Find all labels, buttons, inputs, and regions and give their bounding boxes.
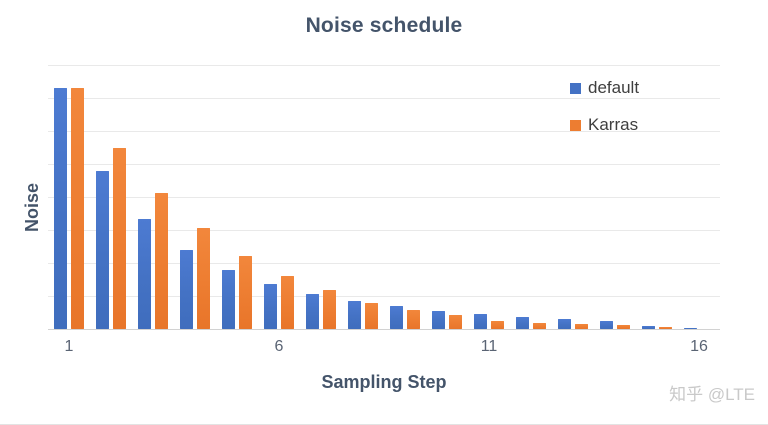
bar-Karras-step-9 — [407, 310, 420, 329]
bar-Karras-step-7 — [323, 290, 336, 329]
bar-default-step-15 — [642, 326, 655, 329]
legend: default Karras — [570, 77, 639, 151]
watermark: 知乎 @LTE — [669, 385, 755, 404]
x-tick-label-1: 1 — [64, 338, 74, 355]
bar-default-step-6 — [264, 284, 277, 329]
category-slot-3 — [132, 65, 174, 329]
bar-Karras-step-2 — [113, 147, 126, 329]
bar-Karras-step-10 — [449, 314, 462, 329]
bar-Karras-step-15 — [659, 327, 672, 329]
bar-default-step-1 — [54, 88, 67, 329]
bar-default-step-11 — [474, 313, 487, 329]
x-axis-label: Sampling Step — [321, 372, 447, 392]
legend-item-default[interactable]: default — [570, 77, 639, 99]
bar-default-step-14 — [600, 320, 613, 329]
bar-default-step-16 — [684, 328, 697, 329]
bar-default-step-10 — [432, 310, 445, 329]
bar-default-step-4 — [180, 249, 193, 329]
bar-default-step-2 — [96, 170, 109, 329]
category-slot-13 — [552, 65, 594, 329]
x-tick-label-11: 11 — [480, 338, 498, 355]
category-slot-8 — [342, 65, 384, 329]
category-slot-4 — [174, 65, 216, 329]
category-slot-7 — [300, 65, 342, 329]
category-slot-16 — [678, 65, 720, 329]
bar-Karras-step-13 — [575, 324, 588, 329]
gridline — [48, 98, 720, 99]
bar-Karras-step-6 — [281, 276, 294, 329]
bar-default-step-3 — [138, 219, 151, 329]
gridline — [48, 230, 720, 231]
x-axis-line — [48, 329, 720, 330]
gridline — [48, 164, 720, 165]
legend-label-karras: Karras — [588, 115, 639, 134]
gridline — [48, 296, 720, 297]
category-slot-12 — [510, 65, 552, 329]
plot-area — [48, 65, 720, 330]
category-slot-9 — [384, 65, 426, 329]
x-tick-label-6: 6 — [274, 338, 284, 355]
bar-Karras-step-12 — [533, 322, 546, 329]
category-slot-1 — [48, 65, 90, 329]
legend-swatch-default-icon — [570, 82, 581, 94]
legend-swatch-karras-icon — [570, 119, 581, 131]
bar-default-step-7 — [306, 293, 319, 329]
bar-slots — [48, 65, 720, 329]
bar-Karras-step-3 — [155, 192, 168, 329]
category-slot-5 — [216, 65, 258, 329]
category-slot-15 — [636, 65, 678, 329]
legend-item-karras[interactable]: Karras — [570, 114, 639, 136]
legend-label-default: default — [588, 78, 640, 97]
category-slot-10 — [426, 65, 468, 329]
bar-Karras-step-16 — [701, 328, 714, 329]
bar-Karras-step-5 — [239, 255, 252, 329]
bar-default-step-12 — [516, 317, 529, 329]
gridline — [48, 197, 720, 198]
bar-Karras-step-14 — [617, 325, 630, 329]
bar-default-step-5 — [222, 269, 235, 329]
category-slot-11 — [468, 65, 510, 329]
bar-Karras-step-1 — [71, 88, 84, 329]
gridline — [48, 263, 720, 264]
bar-default-step-9 — [390, 305, 403, 329]
y-axis-label: Noise — [22, 182, 43, 233]
category-slot-2 — [90, 65, 132, 329]
bar-default-step-13 — [558, 318, 571, 329]
gridline — [48, 131, 720, 132]
bar-default-step-8 — [348, 301, 361, 329]
category-slot-14 — [594, 65, 636, 329]
category-slot-6 — [258, 65, 300, 329]
x-tick-label-16: 16 — [690, 338, 708, 355]
bar-Karras-step-11 — [491, 320, 504, 329]
bar-Karras-step-4 — [197, 228, 210, 329]
bar-Karras-step-8 — [365, 302, 378, 329]
chart-title: Noise schedule — [305, 14, 463, 37]
gridline — [48, 65, 720, 66]
